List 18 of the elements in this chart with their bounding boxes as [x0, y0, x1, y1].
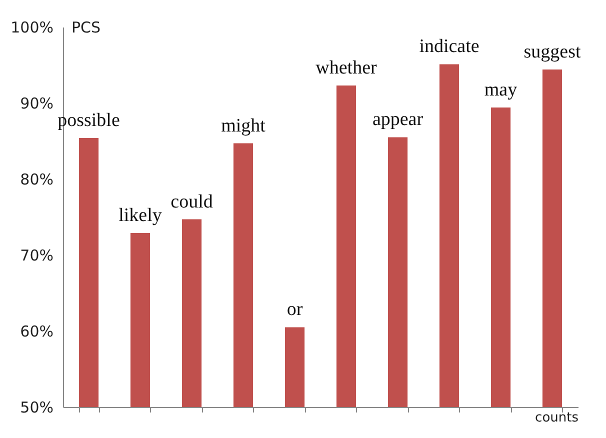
x-axis-title: counts [535, 410, 579, 426]
x-tick-label: may [484, 80, 518, 101]
x-tick-label: whether [316, 58, 378, 79]
x-tick-label: indicate [419, 36, 480, 58]
x-tick-label: possible [58, 110, 120, 131]
y-tick-label: 60% [20, 322, 54, 340]
y-tick-label: 90% [20, 94, 54, 112]
y-tick-label: 100% [10, 18, 54, 36]
y-tick-label: 80% [20, 170, 54, 188]
x-tick-label: could [170, 191, 214, 212]
x-tick-label: might [221, 115, 266, 136]
x-tick-label: suggest [524, 42, 582, 63]
x-tick-label: appear [372, 109, 424, 130]
x-tick-label: or [286, 299, 304, 320]
y-axis-title: PCS [72, 18, 101, 36]
x-tick-label: likely [118, 204, 162, 226]
y-tick-label: 70% [20, 246, 54, 264]
y-tick-label: 50% [20, 398, 54, 416]
